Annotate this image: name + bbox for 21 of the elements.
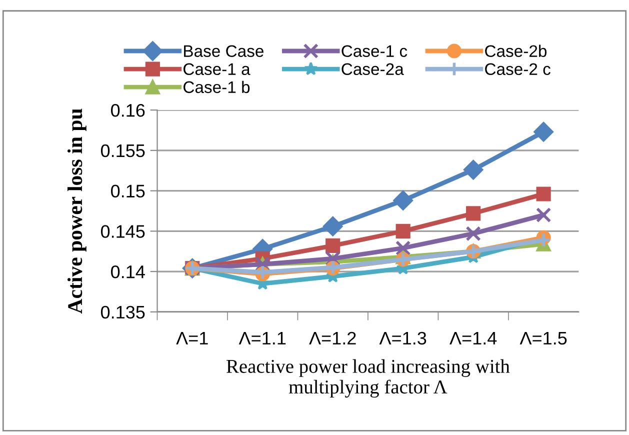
y-tick-label: 0.145 (100, 225, 145, 238)
x-tick-label: Λ=1.4 (450, 332, 497, 344)
x-tick-label: Λ=1.3 (379, 332, 426, 345)
x-tick-label: Λ=1 (176, 332, 208, 344)
y-tick-label: 0.135 (100, 306, 145, 319)
y-axis-title: Active power loss in pu (67, 108, 86, 314)
legend-label: Case-2 c (485, 63, 550, 76)
x-axis-title: Reactive power load increasing with multiplying factor Λ (226, 359, 510, 398)
legend-label: Case-1 a (184, 63, 250, 76)
y-tick-label: 0.15 (111, 184, 145, 198)
y-tick-label: 0.14 (111, 265, 145, 278)
y-tick-label: 0.155 (100, 144, 145, 158)
legend-label: Case-2b (485, 44, 547, 58)
x-tick-label: Λ=1.1 (238, 332, 286, 344)
y-tick-label: 0.16 (111, 104, 145, 117)
x-tick-label: Λ=1.2 (309, 332, 356, 344)
x-tick-label: Λ=1.5 (520, 332, 567, 345)
legend-label: Case-1 c (342, 45, 408, 58)
legend-label: Base Case (184, 45, 264, 58)
legend-label: Case-1 b (184, 80, 250, 94)
legend-label: Case-2a (342, 63, 404, 76)
